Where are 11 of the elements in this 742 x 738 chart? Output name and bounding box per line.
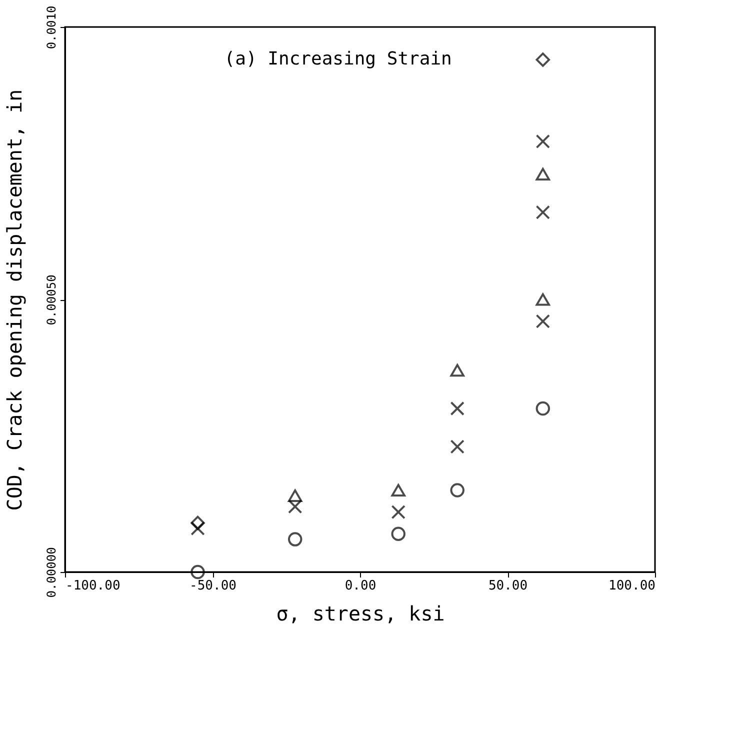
y-tick-label: 0.00000 [44,547,58,598]
x-tick-label: 100.00 [608,578,656,594]
y-tick-label: 0.0010 [44,6,58,50]
annotation: (a) Increasing Strain [224,48,452,70]
x-tick-label: -100.00 [66,578,120,594]
y-tick-label: 0.00050 [44,274,58,326]
x-tick-label: 0.00 [344,578,376,594]
x-axis-title: σ, stress, ksi [276,602,445,626]
x-tick-label: -50.00 [190,578,236,594]
y-axis-title: COD, Crack opening displacement, in [2,89,26,511]
x-tick-label: 50.00 [488,578,528,594]
